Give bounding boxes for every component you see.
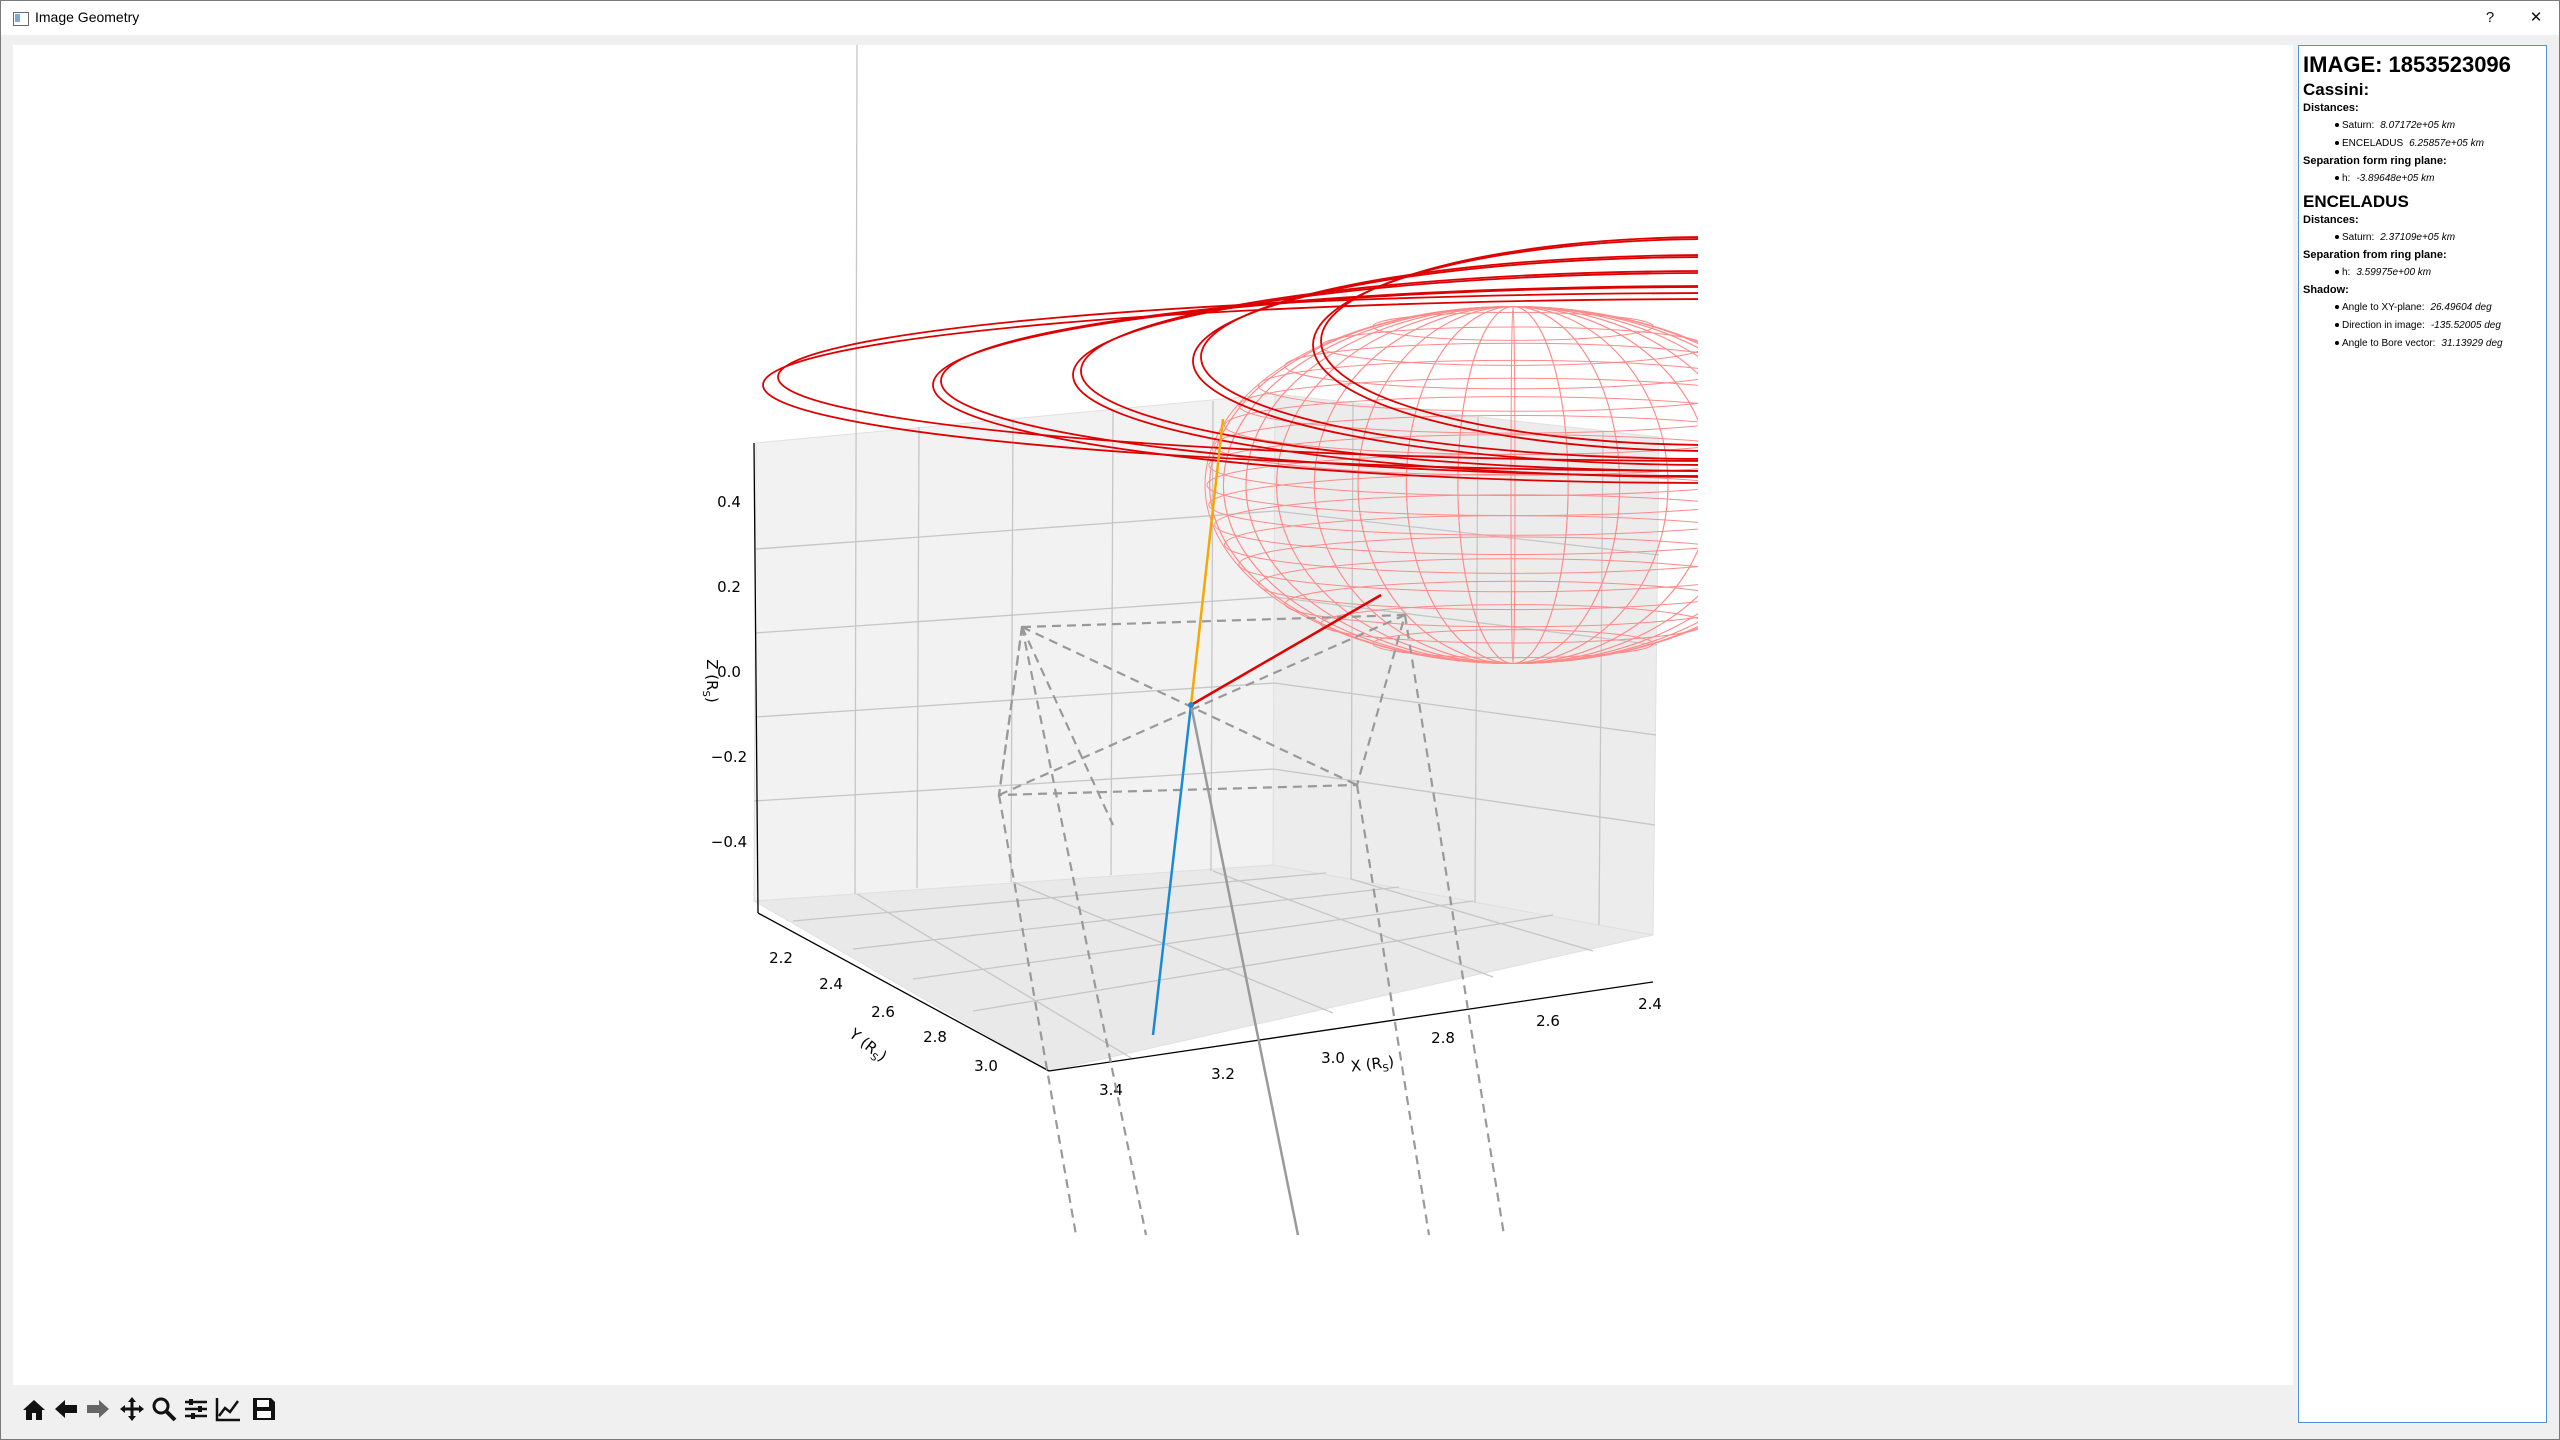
shadow-vector (1190, 593, 1382, 707)
sphere-latitude (1208, 473, 1698, 536)
save-icon[interactable] (249, 1394, 279, 1424)
cassini-heading: Cassini: (2303, 80, 2370, 99)
list-item: Saturn: 2.37109e+05 km (2303, 229, 2542, 247)
z-tick-label: 0.4 (717, 493, 741, 511)
help-button[interactable]: ? (2485, 9, 2495, 26)
tick-labels: 0.4 0.2 0.0 −0.2 −0.4 2.2 2.4 2.6 2.8 3.0 3.4 3.2 3.… (700, 493, 1662, 1099)
navigation-toolbar (13, 1386, 2293, 1432)
shadow-label: Shadow: (2303, 284, 2349, 296)
sphere-latitude (1208, 434, 1698, 497)
saturn-rings (762, 236, 1698, 484)
sphere-latitude (1214, 494, 1698, 556)
close-button[interactable]: ✕ (2529, 9, 2543, 26)
axes-icon[interactable] (213, 1394, 243, 1424)
sphere-latitude (1320, 326, 1698, 366)
list-item: Angle to Bore vector: 31.13929 deg (2303, 335, 2542, 353)
forward-icon[interactable] (83, 1394, 113, 1424)
subplots-icon[interactable] (181, 1394, 211, 1424)
sun-vector (1189, 418, 1225, 706)
y-axis-label: Y (RS) (843, 1024, 890, 1067)
zoom-icon[interactable] (149, 1394, 179, 1424)
x-tick-label: 3.2 (1211, 1065, 1235, 1083)
sphere-latitude (1238, 377, 1698, 434)
image-info-panel: IMAGE: 1853523096 Cassini: Distances: Sa… (2298, 45, 2547, 1423)
back-icon[interactable] (51, 1394, 81, 1424)
list-item: h: -3.89648e+05 km (2303, 170, 2542, 188)
ring (1200, 254, 1698, 460)
z-axis-label: Z (RS) (700, 659, 721, 703)
title-bar: Image Geometry ? ✕ (1, 1, 2559, 35)
ring (1072, 272, 1698, 478)
z-tick-label: −0.4 (711, 833, 747, 851)
y-tick-label: 3.0 (974, 1057, 998, 1075)
enceladus-distances-label: Distances: (2303, 214, 2359, 226)
sphere-latitude (1238, 536, 1698, 593)
enceladus-heading: ENCELADUS (2303, 192, 2409, 211)
cassini-distances-label: Distances: (2303, 102, 2359, 114)
y-tick-label: 2.4 (819, 975, 843, 993)
list-item: Angle to XY-plane: 26.49604 deg (2303, 299, 2542, 317)
z-tick-label: 0.0 (717, 663, 741, 681)
sphere-latitude (1206, 453, 1698, 517)
z-tick-label: −0.2 (711, 748, 747, 766)
sphere-latitude (1284, 580, 1698, 628)
list-item: h: 3.59975e+00 km (2303, 264, 2542, 282)
window-title: Image Geometry (35, 9, 140, 25)
cassini-separation-label: Separation form ring plane: (2303, 155, 2447, 167)
z-tick-label: 0.2 (717, 578, 741, 596)
ring (1312, 238, 1698, 452)
x-axis-label: X (RS) (1350, 1052, 1396, 1078)
ring (940, 285, 1698, 477)
grid-lines (753, 44, 1660, 1060)
sphere-latitude (1258, 558, 1698, 610)
x-tick-label: 2.4 (1638, 995, 1662, 1013)
image-title: IMAGE: 1853523096 (2303, 52, 2511, 77)
list-item: Saturn: 8.07172e+05 km (2303, 117, 2542, 135)
y-tick-label: 2.2 (769, 949, 793, 967)
saturn-sphere (1204, 306, 1698, 665)
normal-vector (1151, 704, 1193, 1036)
enceladus-separation-label: Separation from ring plane: (2303, 249, 2447, 261)
x-tick-label: 3.4 (1099, 1081, 1123, 1099)
list-item: Direction in image: -135.52005 deg (2303, 317, 2542, 335)
ring (1320, 236, 1698, 446)
home-icon[interactable] (19, 1394, 49, 1424)
ring (1080, 270, 1698, 472)
sphere-longitude (1209, 306, 1698, 665)
sphere-latitude (1224, 396, 1698, 455)
ring (932, 286, 1698, 484)
bore-vector (1189, 704, 1300, 1236)
ring (762, 298, 1698, 472)
sphere-latitude (1224, 515, 1698, 574)
plot-canvas[interactable]: 0.4 0.2 0.0 −0.2 −0.4 2.2 2.4 2.6 2.8 3.0 3.4 3.2 3.… (13, 44, 2293, 1385)
x-tick-label: 2.6 (1536, 1012, 1560, 1030)
enceladus-point (1188, 702, 1194, 708)
pan-icon[interactable] (117, 1394, 147, 1424)
ring (1192, 256, 1698, 466)
sphere-latitude (1258, 360, 1698, 412)
3d-plot[interactable]: 0.4 0.2 0.0 −0.2 −0.4 2.2 2.4 2.6 2.8 3.0 3.4 3.2 3.… (13, 44, 2293, 1385)
app-icon (13, 12, 29, 26)
axis-lines (753, 442, 1654, 1072)
sphere-latitude (1284, 342, 1698, 390)
sphere-latitude (1214, 414, 1698, 476)
x-tick-label: 2.8 (1431, 1029, 1455, 1047)
y-tick-label: 2.6 (871, 1003, 895, 1021)
list-item: ENCELADUS 6.25857e+05 km (2303, 135, 2542, 153)
y-tick-label: 2.8 (923, 1028, 947, 1046)
x-tick-label: 3.0 (1321, 1049, 1345, 1067)
